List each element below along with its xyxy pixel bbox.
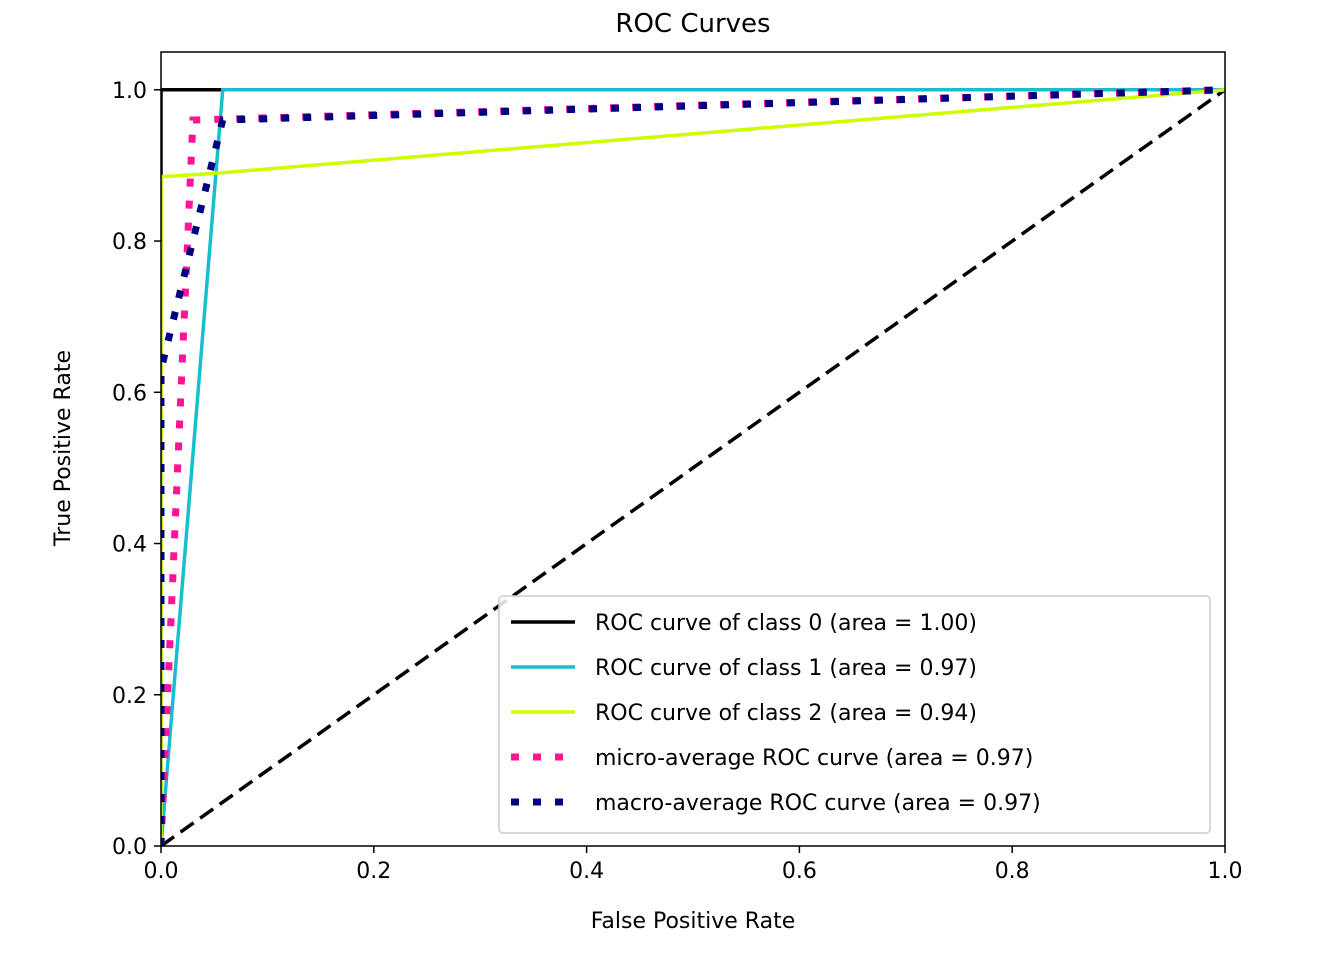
chart-title: ROC Curves bbox=[615, 9, 770, 39]
y-tick-label: 0.8 bbox=[112, 230, 147, 255]
x-tick-label: 0.8 bbox=[995, 859, 1030, 884]
legend-label-3: micro-average ROC curve (area = 0.97) bbox=[595, 746, 1033, 771]
y-tick-label: 0.2 bbox=[112, 684, 147, 709]
series-line-2 bbox=[161, 88, 1225, 846]
y-axis-title: True Positive Rate bbox=[51, 350, 76, 547]
x-tick-label: 0.4 bbox=[569, 859, 604, 884]
x-tick-label: 1.0 bbox=[1208, 859, 1243, 884]
plot-frame bbox=[160, 51, 1226, 847]
legend-box bbox=[498, 595, 1211, 834]
x-axis-title: False Positive Rate bbox=[591, 909, 795, 934]
legend-label-2: ROC curve of class 2 (area = 0.94) bbox=[595, 701, 977, 726]
plot-area bbox=[161, 86, 1225, 846]
legend-label-1: ROC curve of class 1 (area = 0.97) bbox=[595, 656, 977, 681]
x-tick-label: 0.2 bbox=[356, 859, 391, 884]
chance-diagonal-line bbox=[161, 88, 1225, 846]
legend-label-0: ROC curve of class 0 (area = 1.00) bbox=[595, 611, 977, 636]
x-tick-label: 0.0 bbox=[144, 859, 179, 884]
y-tick-label: 0.4 bbox=[112, 533, 147, 558]
y-tick-label: 1.0 bbox=[112, 79, 147, 104]
legend: ROC curve of class 0 (area = 1.00) ROC cu… bbox=[498, 595, 1211, 834]
series-line-1 bbox=[161, 88, 1225, 846]
x-tick-label: 0.6 bbox=[782, 859, 817, 884]
y-tick-label: 0.6 bbox=[112, 381, 147, 406]
series-line-4 bbox=[161, 86, 1225, 846]
y-tick-label: 0.0 bbox=[112, 835, 147, 860]
axes: 0.0 0.2 0.4 0.6 0.8 1.0 0.0 0.2 0.4 0.6 0.8 1.0 bbox=[112, 51, 1243, 884]
legend-label-4: macro-average ROC curve (area = 0.97) bbox=[595, 791, 1041, 816]
